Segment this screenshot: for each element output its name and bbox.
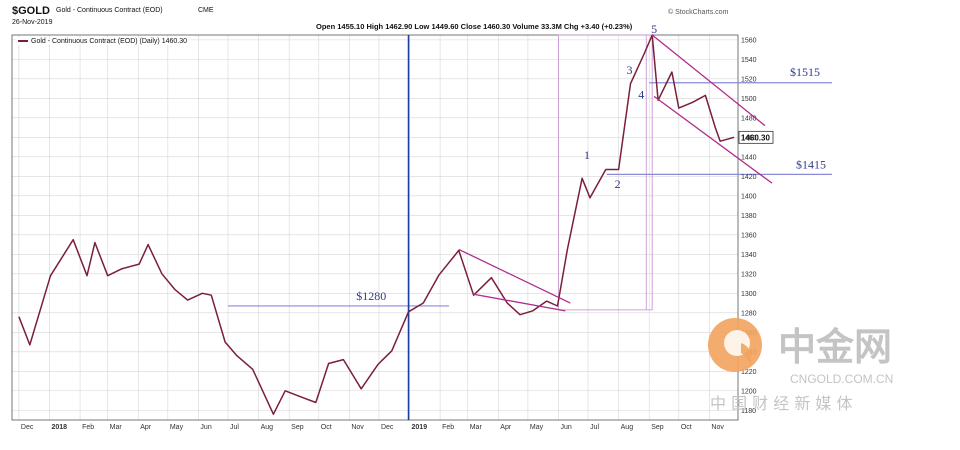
x-tick-label: Aug xyxy=(261,424,274,431)
x-tick-label: Apr xyxy=(500,424,512,431)
x-tick-label: May xyxy=(170,424,184,431)
x-tick-label: Aug xyxy=(621,424,634,431)
x-tick-label: Feb xyxy=(442,424,454,431)
y-tick-label: 1320 xyxy=(741,271,757,278)
last-price-label: 1460.30 xyxy=(741,133,770,142)
quote-summary: Open 1455.10 High 1462.90 Low 1449.60 Cl… xyxy=(316,22,633,31)
x-tick-label: Feb xyxy=(82,424,94,431)
legend-swatch xyxy=(18,40,28,43)
watermark-logo-text: 中金网 xyxy=(778,325,892,369)
level-1515-label: $1515 xyxy=(790,65,820,79)
x-tick-label: Jun xyxy=(200,424,211,431)
watermark-logo-tail-icon xyxy=(741,343,752,365)
channel-lower-line xyxy=(653,95,773,184)
x-tick-label: May xyxy=(530,424,544,431)
exchange-label: CME xyxy=(198,7,214,14)
plot-frame xyxy=(11,34,739,421)
wave-1-label: 1 xyxy=(584,148,590,162)
x-tick-label: Sep xyxy=(651,424,664,431)
y-tick-label: 1300 xyxy=(741,291,757,298)
wave-3-label: 3 xyxy=(626,63,632,77)
x-tick-label: Oct xyxy=(681,424,692,431)
x-tick-label: Jul xyxy=(230,424,239,431)
x-tick-label: Nov xyxy=(711,424,724,431)
x-tick-label: Mar xyxy=(470,424,483,431)
x-tick-label: Nov xyxy=(351,424,364,431)
legend-label: Gold - Continuous Contract (EOD) (Daily)… xyxy=(31,38,188,45)
x-tick-label: Mar xyxy=(110,424,123,431)
watermark: 中金网 CNGOLD.COM.CN 中 国 财 经 新 媒 体 xyxy=(708,318,893,413)
x-tick-label: Dec xyxy=(381,424,394,431)
y-tick-label: 1560 xyxy=(741,37,757,44)
x-tick-label: 2019 xyxy=(412,424,428,431)
y-tick-label: 1420 xyxy=(741,174,757,181)
y-tick-label: 1460 xyxy=(741,135,757,142)
grid-lines xyxy=(12,35,738,420)
y-tick-label: 1220 xyxy=(741,369,757,376)
x-tick-label: Oct xyxy=(321,424,332,431)
wave-2-label: 2 xyxy=(615,177,621,191)
wedge-lower-line xyxy=(473,293,566,312)
chart-symbol: $GOLD xyxy=(12,5,50,17)
x-tick-label: Dec xyxy=(21,424,34,431)
y-tick-label: 1340 xyxy=(741,252,757,259)
y-tick-label: 1360 xyxy=(741,232,757,239)
y-tick-label: 1180 xyxy=(741,408,756,415)
x-tick-label: Apr xyxy=(140,424,152,431)
y-tick-label: 1280 xyxy=(741,310,757,317)
level-1280-label: $1280 xyxy=(356,289,386,303)
y-tick-label: 1380 xyxy=(741,213,757,220)
channel-upper-line xyxy=(651,34,766,127)
y-tick-label: 1480 xyxy=(741,115,757,122)
watermark-site: CNGOLD.COM.CN xyxy=(790,372,893,386)
wave-4-label: 4 xyxy=(638,87,644,101)
y-tick-label: 1520 xyxy=(741,76,757,83)
spacer xyxy=(409,302,568,391)
x-tick-label: Sep xyxy=(291,424,304,431)
y-tick-label: 1200 xyxy=(741,388,757,395)
rally-box xyxy=(558,34,653,311)
x-tick-label: Jul xyxy=(590,424,599,431)
watermark-tagline: 中 国 财 经 新 媒 体 xyxy=(710,394,853,413)
y-tick-label: 1500 xyxy=(741,96,757,103)
y-tick-label: 1400 xyxy=(741,193,757,200)
wave-5-label: 5 xyxy=(651,22,657,36)
price-series-line xyxy=(18,34,735,415)
chart-date: 26-Nov-2019 xyxy=(12,19,53,26)
x-tick-label: 2018 xyxy=(51,424,67,431)
source-credit: © StockCharts.com xyxy=(668,9,729,16)
wedge-upper-line xyxy=(458,248,571,304)
x-tick-label: Jun xyxy=(560,424,571,431)
chart-name: Gold - Continuous Contract (EOD) xyxy=(56,7,163,14)
legend-entry: Gold - Continuous Contract (EOD) (Daily)… xyxy=(16,38,190,45)
y-tick-label: 1540 xyxy=(741,57,757,64)
level-1415-label: $1415 xyxy=(796,157,826,171)
last-price-badge xyxy=(738,130,774,144)
y-tick-label: 1440 xyxy=(741,154,757,161)
